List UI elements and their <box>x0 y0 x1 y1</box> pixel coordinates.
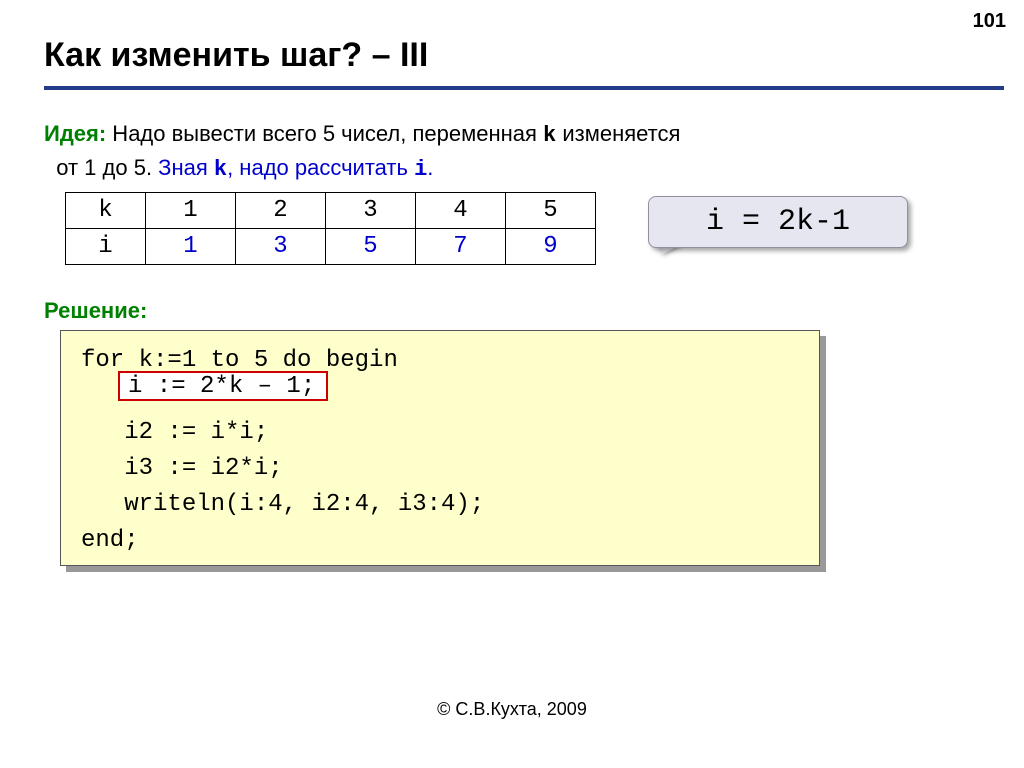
idea-line2-prefix: от 1 до 5. <box>56 155 158 180</box>
table-row-i: i 1 3 5 7 9 <box>66 229 596 265</box>
idea-blue-1: Зная <box>158 155 214 180</box>
table-cell: 3 <box>326 193 416 229</box>
title-underline <box>44 86 1004 90</box>
code-line-4: i3 := i2*i; <box>81 455 283 482</box>
idea-text-1: Надо вывести всего 5 чисел, переменная <box>106 121 543 146</box>
code-line-3: i2 := i*i; <box>81 419 268 446</box>
table-cell: 2 <box>236 193 326 229</box>
idea-text-2: изменяется <box>556 121 680 146</box>
table-cell: 3 <box>236 229 326 265</box>
table-cell: 1 <box>146 193 236 229</box>
table-cell: 7 <box>416 229 506 265</box>
code-line-1: for k:=1 to 5 do begin <box>81 347 398 374</box>
table-cell: 1 <box>146 229 236 265</box>
table-cell: k <box>66 193 146 229</box>
page-number: 101 <box>973 10 1006 33</box>
table-cell: 4 <box>416 193 506 229</box>
table-cell: 5 <box>506 193 596 229</box>
idea-blue-3: . <box>427 155 433 180</box>
solution-label: Решение: <box>44 298 147 324</box>
idea-blue-2: , надо рассчитать <box>227 155 414 180</box>
table-cell: 9 <box>506 229 596 265</box>
idea-paragraph: Идея: Надо вывести всего 5 чисел, переме… <box>44 118 984 186</box>
table-cell: 5 <box>326 229 416 265</box>
formula-callout: i = 2k-1 <box>648 196 908 248</box>
idea-var-k2: k <box>214 157 227 182</box>
table-row-k: k 1 2 3 4 5 <box>66 193 596 229</box>
code-line-5: writeln(i:4, i2:4, i3:4); <box>81 491 484 518</box>
ki-table: k 1 2 3 4 5 i 1 3 5 7 9 <box>65 192 596 265</box>
idea-label: Идея: <box>44 121 106 146</box>
code-line-6: end; <box>81 527 139 554</box>
idea-var-i: i <box>414 157 427 182</box>
copyright: © С.В.Кухта, 2009 <box>0 699 1024 720</box>
table-cell: i <box>66 229 146 265</box>
page-title: Как изменить шаг? – III <box>44 36 428 75</box>
code-box: for k:=1 to 5 do begin i2 := i*i; i3 := … <box>60 330 820 566</box>
code-highlight-box: i := 2*k – 1; <box>118 371 328 401</box>
idea-var-k: k <box>543 123 556 148</box>
